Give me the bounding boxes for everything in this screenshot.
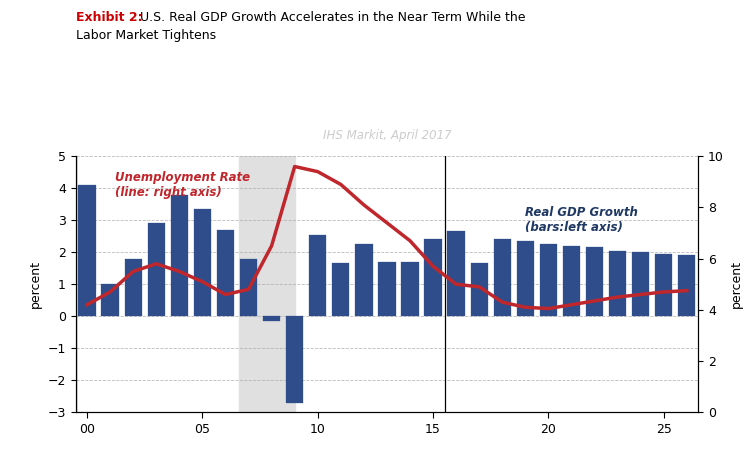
Bar [309, 235, 326, 316]
Bar [332, 264, 350, 316]
Bar [378, 262, 396, 316]
Bar [540, 244, 557, 316]
Bar [516, 241, 534, 316]
Bar [240, 259, 257, 316]
Bar [239, 156, 294, 412]
Bar [586, 247, 603, 316]
Bar [355, 244, 372, 316]
Bar [79, 185, 96, 316]
Bar [424, 240, 442, 316]
Bar [125, 259, 142, 316]
Y-axis label: percent: percent [29, 260, 42, 308]
Bar [655, 254, 673, 316]
Bar [217, 230, 234, 316]
Bar [263, 316, 280, 321]
Text: Exhibit 2:: Exhibit 2: [76, 11, 142, 24]
Bar [448, 231, 465, 316]
Text: Labor Market Tightens: Labor Market Tightens [76, 29, 216, 43]
Bar [678, 255, 695, 316]
Text: Real GDP Growth
(bars:left axis): Real GDP Growth (bars:left axis) [525, 206, 638, 234]
Text: Unemployment Rate
(line: right axis): Unemployment Rate (line: right axis) [115, 171, 250, 199]
Bar [402, 262, 419, 316]
Text: U.S. Real GDP Growth Accelerates in the Near Term While the: U.S. Real GDP Growth Accelerates in the … [140, 11, 525, 24]
Bar [562, 246, 580, 316]
Text: IHS Markit, April 2017: IHS Markit, April 2017 [322, 129, 451, 142]
Bar [147, 223, 165, 316]
Bar [194, 209, 211, 316]
Bar [286, 316, 304, 403]
Text: Real GDP & the Unemployment Rate: Real GDP & the Unemployment Rate [253, 100, 521, 115]
Y-axis label: percent: percent [729, 260, 742, 308]
Bar [470, 264, 488, 316]
Bar [632, 252, 649, 316]
Bar [101, 284, 119, 316]
Bar [494, 240, 511, 316]
Bar [171, 195, 188, 316]
Bar [609, 251, 627, 316]
